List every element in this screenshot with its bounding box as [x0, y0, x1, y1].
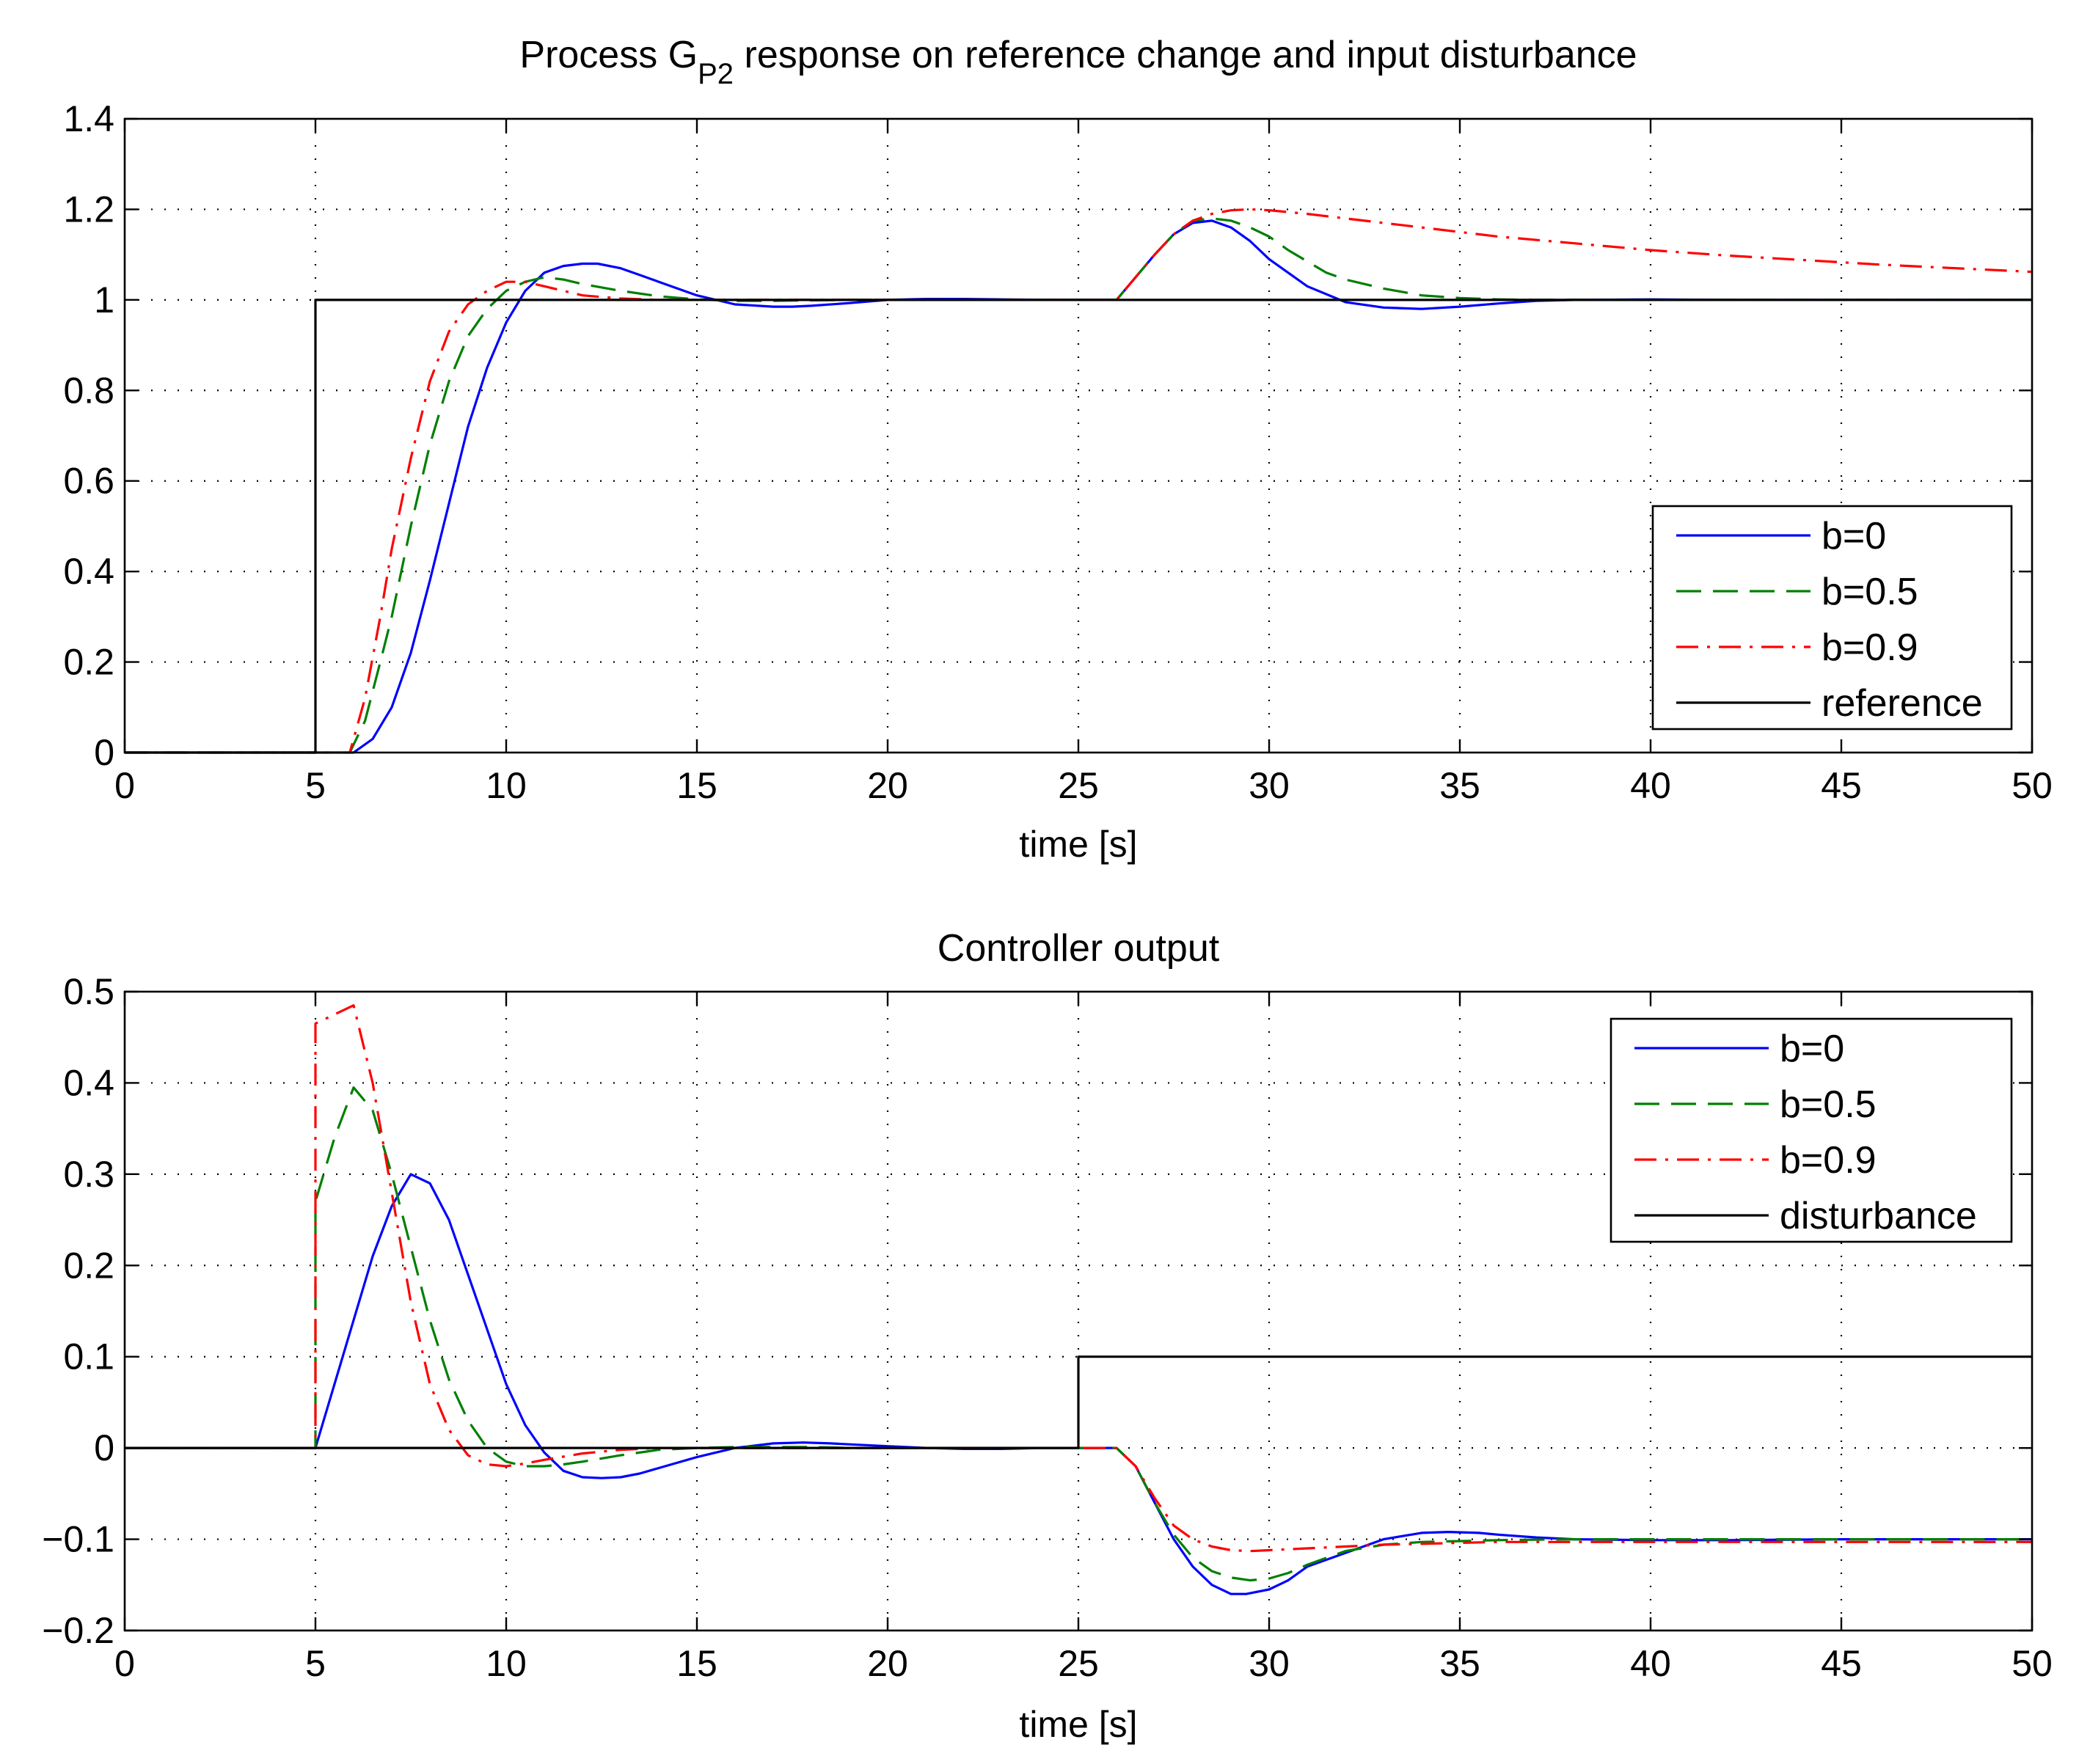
top-xtick-label: 35 — [1439, 765, 1480, 806]
top-ytick-label: 0 — [94, 732, 114, 773]
top-chart-axes: 0 5 10 15 20 25 30 35 40 45 50 0 0.2 0.4 0.6 0.8 1 1.2 1.4 — [63, 98, 2052, 806]
bottom-ytick-label: 0.4 — [63, 1062, 114, 1103]
top-legend-label: b=0.9 — [1822, 626, 1918, 669]
bottom-legend-label: b=0.5 — [1780, 1083, 1877, 1126]
top-xtick-label: 15 — [676, 765, 717, 806]
top-xtick-label: 0 — [114, 765, 135, 806]
bottom-xtick-label: 35 — [1439, 1643, 1480, 1684]
top-legend-label: b=0.5 — [1822, 571, 1918, 613]
top-chart: Process GP2 response on reference change… — [63, 34, 2052, 865]
bottom-chart-xlabel: time [s] — [1019, 1704, 1137, 1745]
top-xtick-label: 25 — [1058, 765, 1099, 806]
bottom-chart-axes: 0 5 10 15 20 25 30 35 40 45 50 −0.2 −0.1 0 0.1 0.2 0.3 0.… — [42, 971, 2053, 1684]
bottom-chart-legend: b=0 b=0.5 b=0.9 disturbance — [1610, 1017, 2013, 1243]
top-xtick-label: 45 — [1821, 765, 1862, 806]
bottom-legend-label: b=0 — [1780, 1028, 1844, 1070]
bottom-xtick-label: 40 — [1630, 1643, 1671, 1684]
bottom-legend-label: b=0.9 — [1780, 1139, 1877, 1182]
bottom-ytick-label: −0.2 — [42, 1610, 114, 1651]
top-legend-box — [1651, 505, 2013, 731]
top-xtick-label: 5 — [305, 765, 326, 806]
top-ytick-label: 0.8 — [63, 370, 114, 411]
top-chart-legend: b=0 b=0.5 b=0.9 reference — [1651, 505, 2013, 731]
top-xtick-label: 20 — [867, 765, 908, 806]
top-ytick-label: 1.4 — [63, 98, 114, 139]
top-legend-label: b=0 — [1822, 515, 1886, 557]
bottom-ytick-label: 0 — [94, 1427, 114, 1468]
top-xtick-label: 30 — [1249, 765, 1290, 806]
top-chart-title: Process GP2 response on reference change… — [519, 34, 1637, 90]
top-ytick-label: 0.4 — [63, 551, 114, 592]
top-ytick-label: 0.2 — [63, 642, 114, 683]
bottom-ytick-label: −0.1 — [42, 1519, 114, 1560]
top-xtick-label: 50 — [2012, 765, 2053, 806]
bottom-xtick-label: 30 — [1249, 1643, 1290, 1684]
bottom-xtick-label: 20 — [867, 1643, 908, 1684]
bottom-xtick-label: 5 — [305, 1643, 326, 1684]
bottom-xtick-label: 0 — [114, 1643, 135, 1684]
top-xtick-label: 10 — [486, 765, 527, 806]
bottom-legend-label: disturbance — [1780, 1195, 1977, 1237]
top-chart-xlabel: time [s] — [1019, 824, 1137, 865]
top-legend-label: reference — [1822, 682, 1983, 725]
bottom-chart: Controller output 0 5 10 15 20 25 30 35 40 45 50 −0… — [42, 927, 2053, 1745]
bottom-xtick-label: 50 — [2012, 1643, 2053, 1684]
bottom-legend-box — [1610, 1017, 2013, 1243]
top-ytick-label: 1.2 — [63, 189, 114, 230]
bottom-ytick-label: 0.5 — [63, 971, 114, 1012]
bottom-xtick-label: 25 — [1058, 1643, 1099, 1684]
bottom-xtick-label: 10 — [486, 1643, 527, 1684]
bottom-series-disturbance-line — [125, 1355, 2032, 1449]
bottom-ytick-label: 0.1 — [63, 1336, 114, 1377]
bottom-ytick-label: 0.3 — [63, 1154, 114, 1195]
bottom-xtick-label: 45 — [1821, 1643, 1862, 1684]
bottom-chart-series — [125, 1004, 2032, 1595]
bottom-xtick-label: 15 — [676, 1643, 717, 1684]
bottom-chart-title: Controller output — [938, 927, 1220, 970]
top-xtick-label: 40 — [1630, 765, 1671, 806]
bottom-ytick-label: 0.2 — [63, 1245, 114, 1286]
top-ytick-label: 1 — [94, 279, 114, 321]
bottom-series-b-0-9-line — [125, 1004, 2032, 1553]
top-ytick-label: 0.6 — [63, 461, 114, 502]
